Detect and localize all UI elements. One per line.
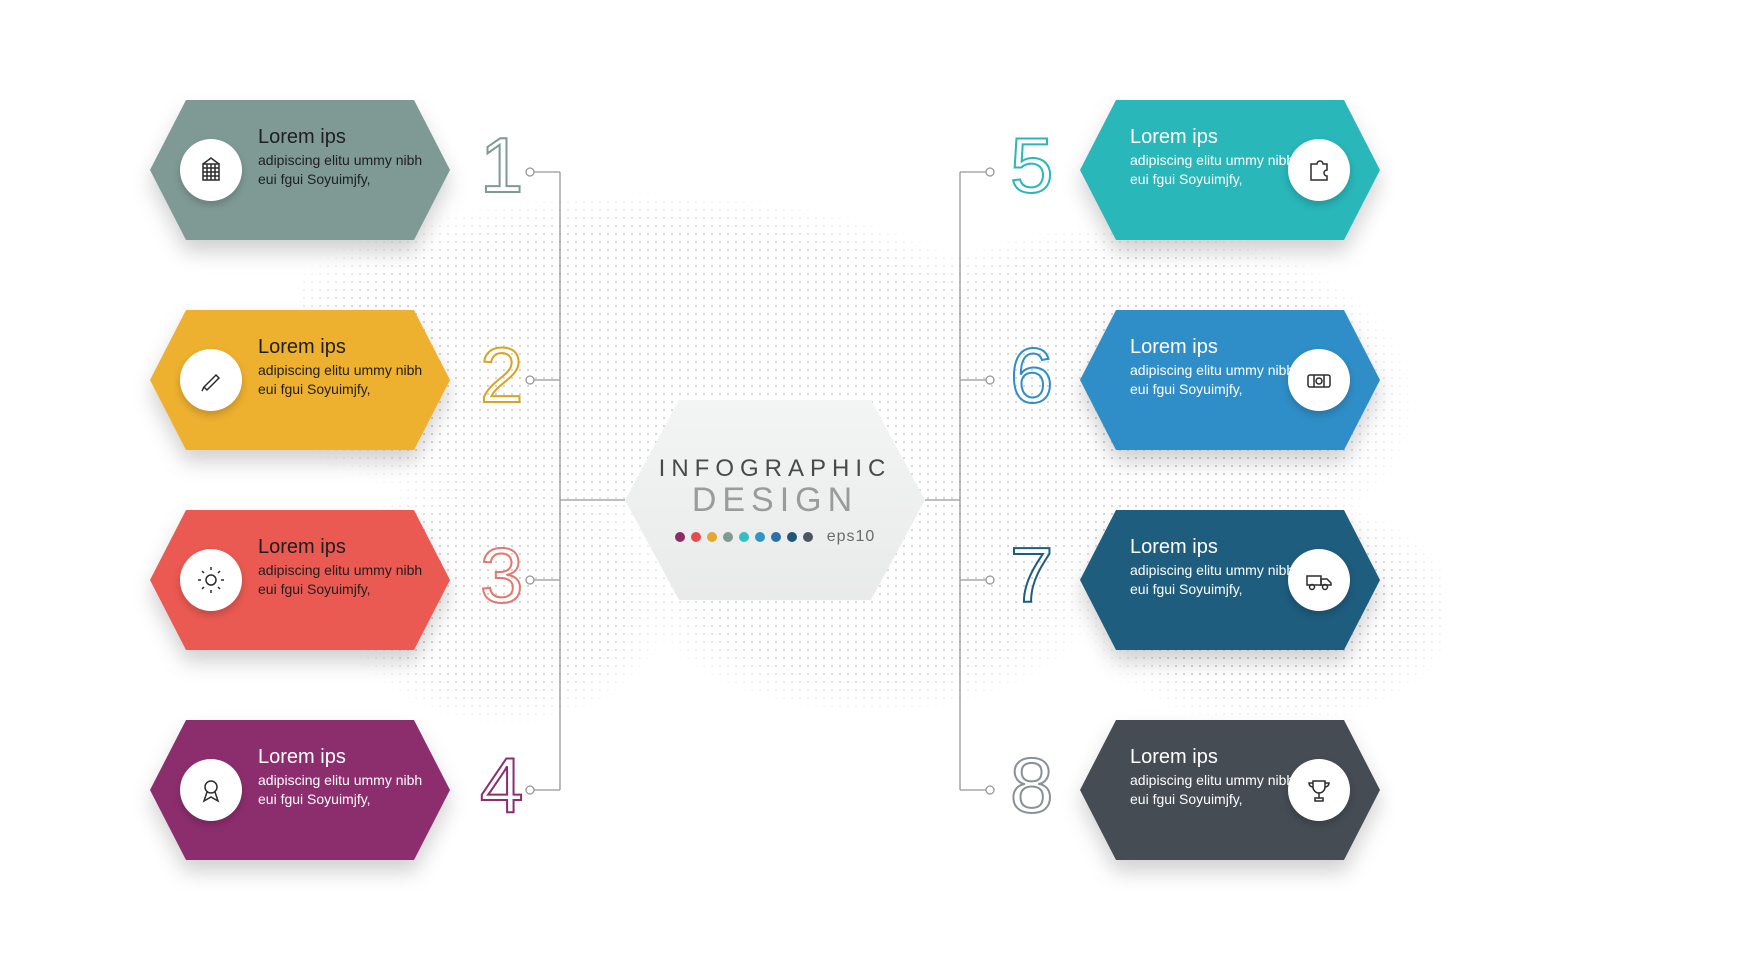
step-number-7: 7 — [1010, 530, 1053, 621]
info-card-text: Lorem ipsadipiscing elitu ummy nibh eui … — [1130, 536, 1300, 599]
center-dot — [723, 532, 733, 542]
info-card-title: Lorem ips — [1130, 126, 1300, 149]
info-card-body: adipiscing elitu ummy nibh eui fgui Soyu… — [1130, 361, 1300, 399]
info-card-title: Lorem ips — [1130, 746, 1300, 769]
step-number-3: 3 — [480, 530, 523, 621]
center-dot — [707, 532, 717, 542]
center-dot — [739, 532, 749, 542]
info-card-8: Lorem ipsadipiscing elitu ummy nibh eui … — [1080, 720, 1380, 860]
center-subtitle: eps10 — [827, 528, 876, 546]
info-card-6: Lorem ipsadipiscing elitu ummy nibh eui … — [1080, 310, 1380, 450]
info-card-body: adipiscing elitu ummy nibh eui fgui Soyu… — [1130, 771, 1300, 809]
info-card-body: adipiscing elitu ummy nibh eui fgui Soyu… — [258, 361, 428, 399]
center-dot — [803, 532, 813, 542]
info-card-7: Lorem ipsadipiscing elitu ummy nibh eui … — [1080, 510, 1380, 650]
info-card-body: adipiscing elitu ummy nibh eui fgui Soyu… — [1130, 561, 1300, 599]
info-card-text: Lorem ipsadipiscing elitu ummy nibh eui … — [1130, 746, 1300, 809]
center-dot — [691, 532, 701, 542]
center-hexagon: INFOGRAPHIC DESIGN eps10 — [625, 400, 925, 600]
info-card-text: Lorem ipsadipiscing elitu ummy nibh eui … — [1130, 126, 1300, 189]
info-card-1: Lorem ipsadipiscing elitu ummy nibh eui … — [150, 100, 450, 240]
center-color-dots: eps10 — [675, 528, 876, 546]
center-title-1: INFOGRAPHIC — [659, 455, 892, 483]
info-card-title: Lorem ips — [1130, 336, 1300, 359]
infographic-stage: INFOGRAPHIC DESIGN eps10 Lorem ipsadipis… — [0, 0, 1742, 980]
center-title-2: DESIGN — [692, 481, 858, 520]
step-number-1: 1 — [480, 120, 523, 211]
info-card-body: adipiscing elitu ummy nibh eui fgui Soyu… — [258, 151, 428, 189]
pen-icon — [180, 349, 242, 411]
info-card-text: Lorem ipsadipiscing elitu ummy nibh eui … — [258, 536, 428, 599]
step-number-4: 4 — [480, 740, 523, 831]
info-card-text: Lorem ipsadipiscing elitu ummy nibh eui … — [258, 126, 428, 189]
step-number-8: 8 — [1010, 740, 1053, 831]
step-number-5: 5 — [1010, 120, 1053, 211]
center-dot — [771, 532, 781, 542]
info-card-text: Lorem ipsadipiscing elitu ummy nibh eui … — [258, 746, 428, 809]
info-card-body: adipiscing elitu ummy nibh eui fgui Soyu… — [1130, 151, 1300, 189]
info-card-2: Lorem ipsadipiscing elitu ummy nibh eui … — [150, 310, 450, 450]
info-card-text: Lorem ipsadipiscing elitu ummy nibh eui … — [258, 336, 428, 399]
info-card-title: Lorem ips — [258, 336, 428, 359]
info-card-5: Lorem ipsadipiscing elitu ummy nibh eui … — [1080, 100, 1380, 240]
building-icon — [180, 139, 242, 201]
info-card-3: Lorem ipsadipiscing elitu ummy nibh eui … — [150, 510, 450, 650]
center-dot — [755, 532, 765, 542]
info-card-title: Lorem ips — [258, 536, 428, 559]
info-card-body: adipiscing elitu ummy nibh eui fgui Soyu… — [258, 561, 428, 599]
info-card-title: Lorem ips — [1130, 536, 1300, 559]
center-dot — [787, 532, 797, 542]
info-card-body: adipiscing elitu ummy nibh eui fgui Soyu… — [258, 771, 428, 809]
info-card-title: Lorem ips — [258, 746, 428, 769]
step-number-6: 6 — [1010, 330, 1053, 421]
info-card-title: Lorem ips — [258, 126, 428, 149]
info-card-4: Lorem ipsadipiscing elitu ummy nibh eui … — [150, 720, 450, 860]
medal-icon — [180, 759, 242, 821]
step-number-2: 2 — [480, 330, 523, 421]
gear-icon — [180, 549, 242, 611]
info-card-text: Lorem ipsadipiscing elitu ummy nibh eui … — [1130, 336, 1300, 399]
center-dot — [675, 532, 685, 542]
